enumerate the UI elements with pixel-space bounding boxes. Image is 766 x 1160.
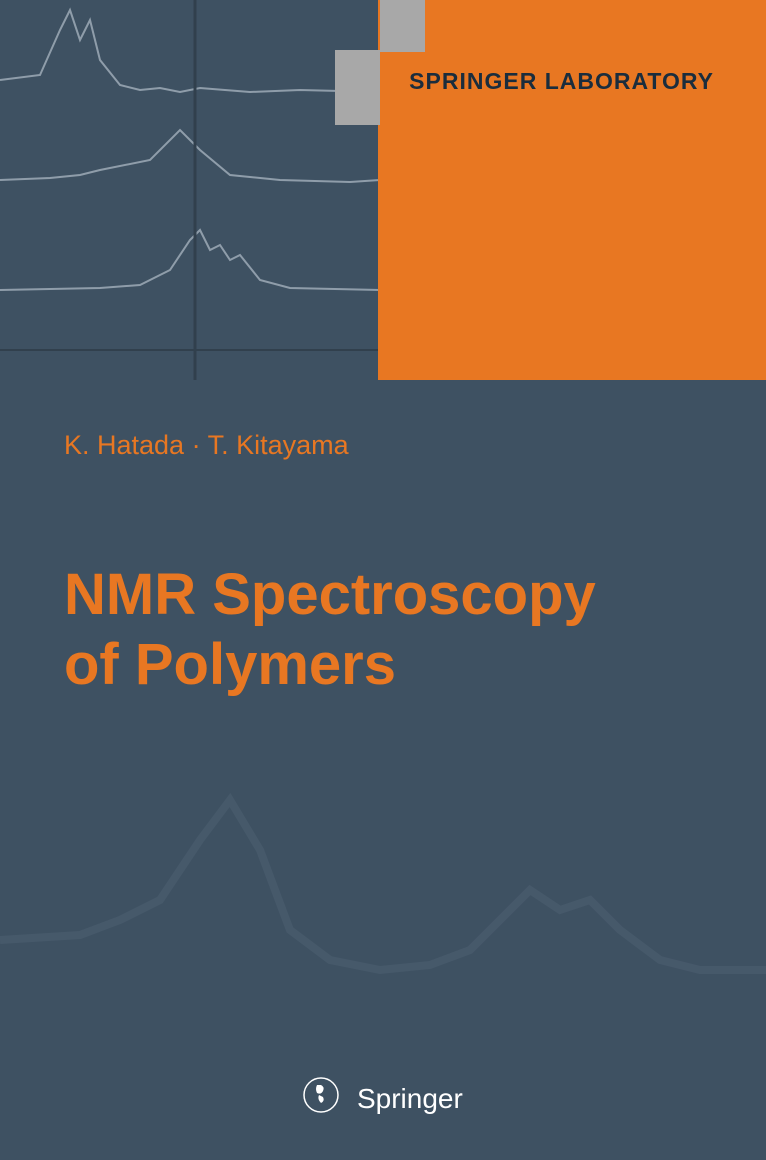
- nmr-spectrum-top: [0, 0, 380, 380]
- authors-text: K. Hatada · T. Kitayama: [64, 430, 349, 461]
- publisher-name: Springer: [357, 1083, 463, 1115]
- title-line-1: NMR Spectroscopy: [64, 560, 596, 630]
- book-title: NMR Spectroscopy of Polymers: [64, 560, 596, 699]
- springer-logo-icon: [303, 1077, 339, 1120]
- title-line-2: of Polymers: [64, 630, 596, 700]
- grey-accent-block-right: [380, 0, 425, 52]
- nmr-spectrum-bottom: [0, 760, 766, 1060]
- book-cover: SPRINGER LABORATORY K. Hatada · T. Kitay…: [0, 0, 766, 1160]
- orange-header-block: [378, 0, 766, 380]
- series-label: SPRINGER LABORATORY: [409, 68, 714, 95]
- grey-accent-block-left: [335, 50, 380, 125]
- publisher-block: Springer: [0, 1077, 766, 1120]
